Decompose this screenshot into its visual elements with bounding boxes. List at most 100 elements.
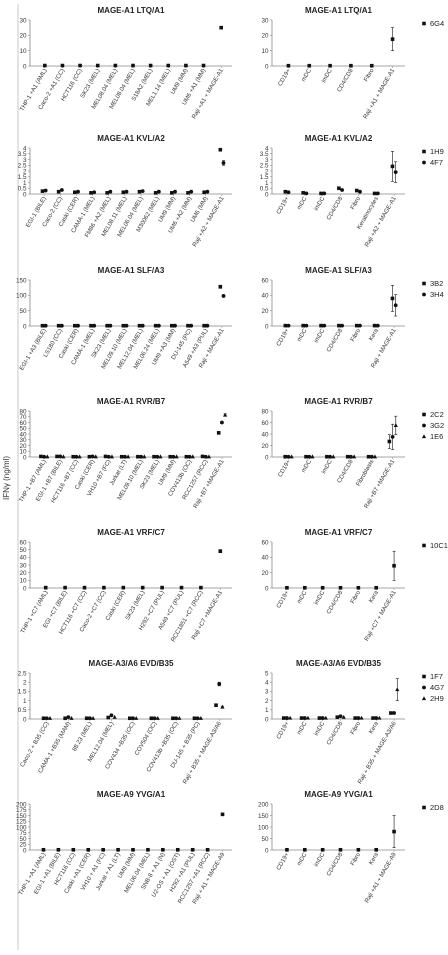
y-tick-label: 20 (261, 443, 269, 450)
y-tick-label: 10 (19, 449, 27, 456)
data-point (304, 191, 309, 196)
legend-marker (422, 21, 426, 26)
data-point (92, 190, 97, 195)
x-tick-label: UM9 (MM) (170, 68, 189, 96)
data-point (214, 703, 218, 707)
legend-label: 3H4 (430, 290, 444, 299)
data-point (108, 189, 113, 194)
data-point (156, 323, 161, 328)
data-point (189, 323, 194, 328)
data-point (76, 323, 80, 328)
data-point (86, 847, 91, 852)
data-point (325, 454, 329, 459)
data-point (281, 716, 286, 720)
y-tick-label: 50 (19, 426, 27, 433)
legend-marker (422, 281, 426, 286)
data-point (121, 190, 126, 195)
data-point (369, 63, 374, 68)
data-point (58, 454, 63, 459)
data-point (187, 454, 192, 459)
data-point (106, 454, 111, 459)
data-point (119, 454, 124, 459)
x-tick-label: CD19+ (278, 68, 293, 88)
data-point (87, 454, 92, 459)
data-point (374, 716, 379, 720)
legend-label: 4G7 (430, 683, 444, 692)
data-point (82, 585, 87, 590)
y-tick-label: 60 (19, 420, 27, 427)
data-point (372, 191, 377, 196)
data-point (66, 715, 71, 720)
x-tick-label: CD4/CD8 (337, 458, 355, 484)
data-point (63, 585, 67, 590)
x-tick-label: mDC (301, 458, 313, 473)
legend-label: 1F7 (430, 672, 443, 681)
y-tick-label: 50 (19, 836, 27, 843)
data-point (156, 189, 161, 194)
data-point (322, 191, 327, 196)
data-point (354, 323, 359, 328)
y-tick-label: 40 (19, 431, 27, 438)
data-point (78, 63, 82, 68)
data-point (137, 323, 142, 328)
x-tick-label: imDC (314, 851, 327, 868)
x-tick-label: imDC (314, 327, 327, 344)
y-tick-label: 0.5 (18, 707, 27, 714)
data-point (338, 585, 343, 590)
data-point (356, 716, 361, 720)
data-point (319, 191, 323, 196)
y-tick-label: 0 (23, 63, 27, 70)
y-tick-label: 3.5 (18, 151, 27, 158)
y-tick-label: 20 (19, 443, 27, 450)
y-tick-label: 80 (19, 408, 27, 415)
x-tick-label: Raji +A1 + MAGE-A9 (364, 851, 398, 904)
y-tick-label: 0 (265, 847, 269, 854)
legend-marker (422, 160, 426, 165)
x-tick-label: CD19+ (276, 590, 291, 610)
legend-marker (421, 696, 427, 701)
data-point (372, 323, 377, 328)
data-point (190, 847, 195, 852)
legend-marker (422, 292, 426, 297)
data-point (341, 714, 346, 719)
y-tick-label: 100 (258, 824, 269, 831)
data-point (221, 161, 226, 165)
data-point (123, 454, 127, 459)
data-point (203, 454, 208, 459)
data-point (301, 191, 305, 195)
data-point (392, 563, 396, 568)
x-tick-label: CD4/CD8 (326, 851, 344, 877)
data-point (174, 454, 179, 459)
x-tick-label: imDC (314, 720, 327, 737)
legend-marker (422, 805, 426, 810)
data-point (136, 454, 140, 459)
y-tick-label: 150 (16, 277, 27, 284)
data-point (289, 454, 294, 459)
data-point (387, 439, 392, 444)
data-point (371, 716, 375, 720)
data-point (90, 454, 95, 459)
data-point (170, 191, 174, 195)
data-point (285, 847, 289, 852)
data-point (223, 412, 228, 417)
y-tick-label: 1 (265, 180, 269, 187)
y-tick-label: 100 (16, 293, 27, 300)
y-tick-label: 4 (23, 145, 27, 152)
data-point (320, 847, 325, 852)
y-tick-label: 0 (23, 454, 27, 461)
y-tick-label: 2.5 (260, 163, 269, 170)
legend-label: 10C1 (430, 541, 448, 550)
data-point (337, 186, 341, 191)
data-point (200, 454, 205, 459)
y-tick-label: 50 (19, 547, 27, 554)
x-tick-label: imDC (321, 67, 334, 84)
data-point (44, 716, 49, 721)
data-point (177, 715, 182, 720)
data-point (109, 713, 114, 718)
data-point (102, 585, 106, 590)
legend-label: 2C2 (430, 410, 444, 419)
chart-title: MAGE-A1 RVR/B7 (304, 397, 373, 406)
data-point (375, 191, 380, 196)
